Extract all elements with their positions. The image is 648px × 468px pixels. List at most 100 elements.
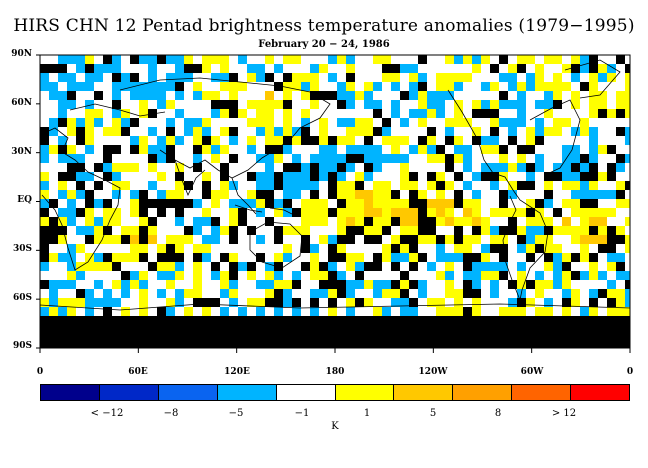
anomaly-cell <box>427 100 436 109</box>
anomaly-cell <box>436 334 445 343</box>
anomaly-cell <box>157 325 166 334</box>
anomaly-cell <box>445 307 454 316</box>
anomaly-cell <box>391 244 400 253</box>
anomaly-cell <box>76 136 85 145</box>
colorbar-label-7: 8 <box>494 408 502 419</box>
anomaly-cell <box>346 280 355 289</box>
anomaly-cell <box>589 316 598 325</box>
anomaly-cell <box>85 82 94 91</box>
anomaly-cell <box>292 181 301 190</box>
anomaly-cell <box>328 244 337 253</box>
anomaly-cell <box>472 343 481 348</box>
anomaly-cell <box>256 208 265 217</box>
anomaly-cell <box>40 64 49 73</box>
anomaly-cell <box>130 208 139 217</box>
anomaly-cell <box>364 136 373 145</box>
anomaly-cell <box>598 64 607 73</box>
anomaly-cell <box>625 109 630 118</box>
anomaly-cell <box>409 199 418 208</box>
anomaly-cell <box>580 118 589 127</box>
anomaly-cell <box>481 109 490 118</box>
anomaly-cell <box>526 334 535 343</box>
anomaly-cell <box>220 82 229 91</box>
anomaly-cell <box>517 271 526 280</box>
anomaly-cell <box>373 109 382 118</box>
anomaly-cell <box>526 136 535 145</box>
anomaly-cell <box>409 244 418 253</box>
anomaly-cell <box>346 118 355 127</box>
anomaly-cell <box>337 253 346 262</box>
anomaly-cell <box>364 118 373 127</box>
anomaly-cell <box>571 55 580 64</box>
anomaly-cell <box>499 307 508 316</box>
anomaly-cell <box>607 64 616 73</box>
anomaly-cell <box>103 172 112 181</box>
anomaly-cell <box>526 145 535 154</box>
anomaly-cell <box>418 190 427 199</box>
anomaly-cell <box>535 154 544 163</box>
anomaly-cell <box>607 325 616 334</box>
anomaly-cell <box>274 226 283 235</box>
anomaly-cell <box>571 334 580 343</box>
anomaly-cell <box>283 334 292 343</box>
anomaly-cell <box>202 217 211 226</box>
anomaly-cell <box>418 73 427 82</box>
anomaly-cell <box>112 109 121 118</box>
anomaly-cell <box>580 199 589 208</box>
anomaly-cell <box>193 118 202 127</box>
anomaly-cell <box>535 325 544 334</box>
anomaly-cell <box>112 100 121 109</box>
anomaly-cell <box>607 307 616 316</box>
anomaly-cell <box>589 172 598 181</box>
anomaly-cell <box>166 298 175 307</box>
anomaly-cell <box>517 82 526 91</box>
anomaly-cell <box>112 235 121 244</box>
anomaly-cell <box>265 136 274 145</box>
anomaly-cell <box>157 343 166 348</box>
anomaly-cell <box>373 154 382 163</box>
anomaly-cell <box>319 235 328 244</box>
anomaly-cell <box>274 100 283 109</box>
anomaly-cell <box>85 55 94 64</box>
anomaly-cell <box>247 118 256 127</box>
anomaly-cell <box>625 100 630 109</box>
anomaly-cell <box>625 136 630 145</box>
anomaly-cell <box>436 181 445 190</box>
anomaly-cell <box>517 181 526 190</box>
map-subtitle: February 20 − 24, 1986 <box>258 39 390 50</box>
anomaly-cell <box>562 253 571 262</box>
anomaly-cell <box>166 190 175 199</box>
anomaly-cell <box>310 199 319 208</box>
anomaly-cell <box>490 181 499 190</box>
anomaly-cell <box>238 334 247 343</box>
anomaly-cell <box>166 316 175 325</box>
anomaly-cell <box>517 145 526 154</box>
anomaly-cell <box>202 334 211 343</box>
anomaly-cell <box>607 73 616 82</box>
anomaly-cell <box>67 163 76 172</box>
anomaly-cell <box>58 334 67 343</box>
anomaly-cell <box>409 82 418 91</box>
anomaly-cell <box>193 91 202 100</box>
anomaly-cell <box>328 298 337 307</box>
anomaly-cell <box>175 91 184 100</box>
anomaly-cell <box>382 316 391 325</box>
anomaly-cell <box>67 154 76 163</box>
anomaly-cell <box>292 298 301 307</box>
anomaly-cell <box>481 145 490 154</box>
anomaly-cell <box>400 343 409 348</box>
anomaly-cell <box>67 91 76 100</box>
anomaly-cell <box>103 55 112 64</box>
anomaly-cell <box>184 118 193 127</box>
anomaly-cell <box>67 100 76 109</box>
anomaly-cell <box>328 73 337 82</box>
anomaly-cell <box>625 316 630 325</box>
anomaly-cell <box>517 325 526 334</box>
anomaly-cell <box>454 118 463 127</box>
anomaly-cell <box>157 55 166 64</box>
anomaly-cell <box>310 190 319 199</box>
anomaly-cell <box>589 235 598 244</box>
anomaly-cell <box>409 298 418 307</box>
anomaly-cell <box>517 100 526 109</box>
anomaly-cell <box>85 172 94 181</box>
